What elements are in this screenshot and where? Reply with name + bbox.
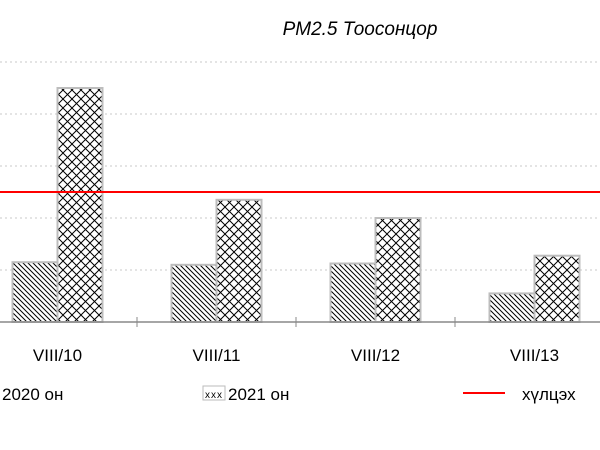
bar-2021-VIII/13 [533, 254, 581, 323]
x-tick-label: VIII/11 [193, 346, 241, 365]
x-tick-label: VIII/13 [510, 346, 559, 365]
legend-2021-label: 2021 он [228, 385, 289, 404]
legend-limit-label: хүлцэх [522, 385, 576, 404]
bar-2021-VIII/10 [56, 87, 104, 323]
x-tick-label: VIII/12 [351, 346, 400, 365]
bar-2021-VIII/11 [215, 198, 263, 323]
legend-2020-label: 2020 он [2, 385, 63, 404]
chart-title: PM2.5 Тоосонцор [283, 19, 438, 40]
x-tick-label: VIII/10 [33, 346, 82, 365]
bar-2020-VIII/12 [329, 262, 377, 323]
bar-2020-VIII/13 [488, 292, 536, 323]
legend-2021-swatch [202, 385, 226, 401]
bar-2021-VIII/12 [374, 217, 422, 323]
legend-2021-swatch-text: xxx [205, 390, 223, 401]
bar-2020-VIII/10 [11, 261, 59, 324]
bar-2020-VIII/11 [170, 263, 218, 323]
